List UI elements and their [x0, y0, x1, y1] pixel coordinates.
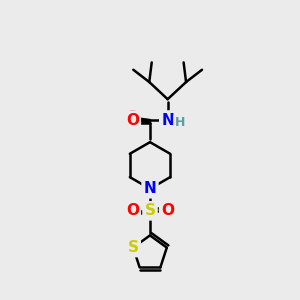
Text: O: O — [126, 203, 139, 218]
Text: O: O — [126, 112, 139, 128]
Text: N: N — [161, 112, 174, 128]
Text: S: S — [145, 203, 155, 218]
Text: H: H — [175, 116, 186, 129]
Text: O: O — [125, 110, 138, 125]
Text: O: O — [161, 203, 174, 218]
Text: S: S — [128, 240, 139, 255]
Text: N: N — [144, 181, 156, 196]
